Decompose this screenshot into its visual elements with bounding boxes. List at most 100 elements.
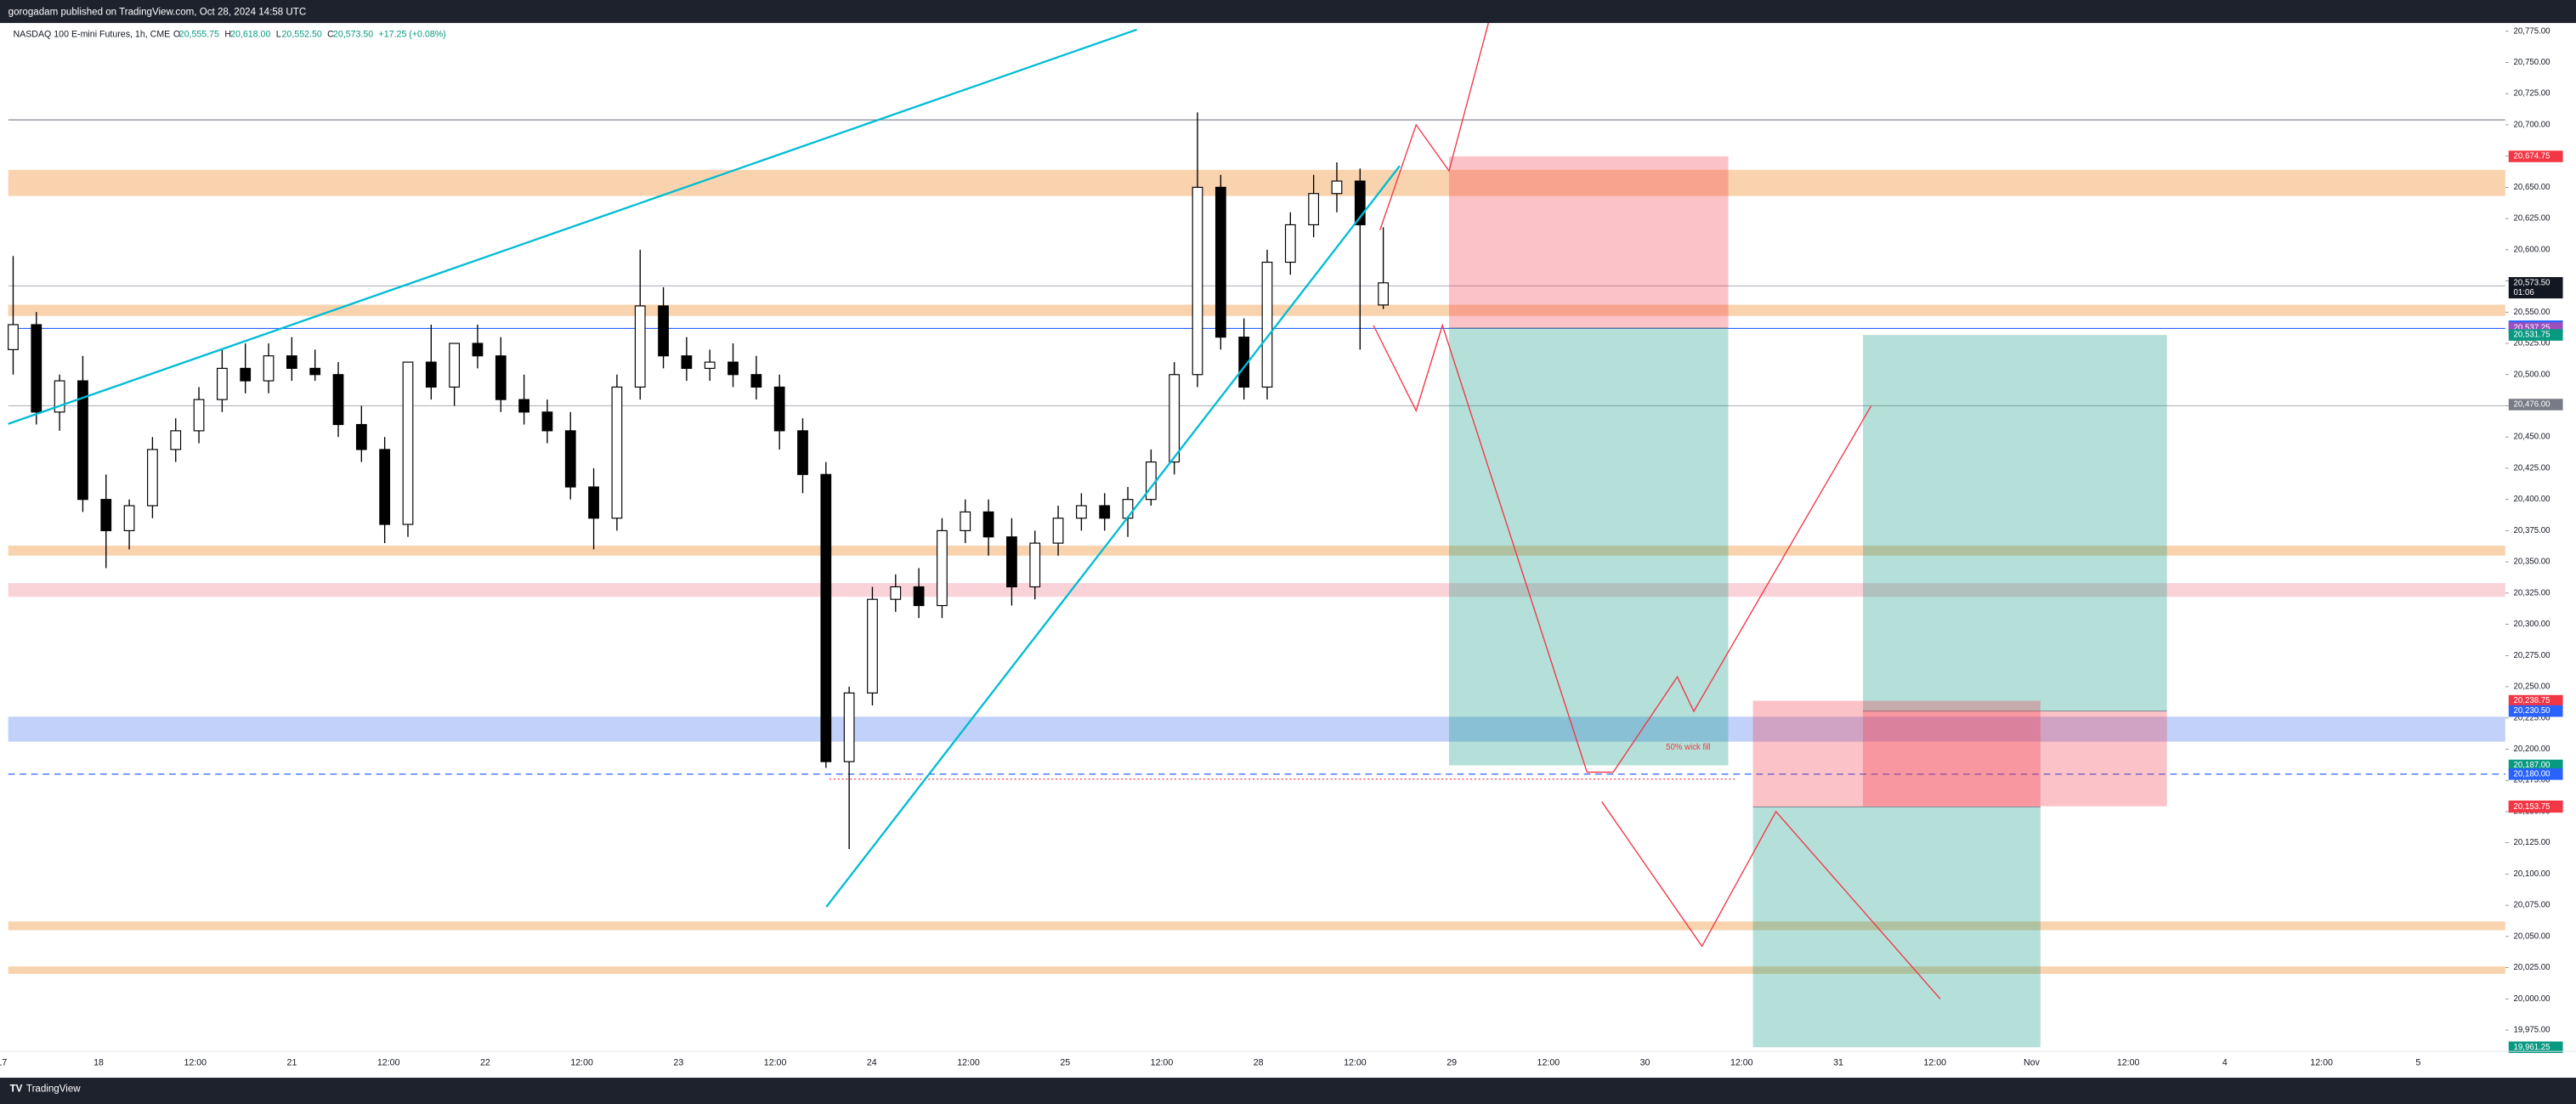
price-label-bg	[2508, 705, 2563, 717]
zone	[8, 716, 2505, 742]
candle-body	[240, 367, 252, 382]
logo: TV	[10, 1084, 23, 1095]
zone	[8, 583, 2505, 597]
price-label: 20,180.00	[2514, 769, 2551, 778]
candle-body	[1122, 499, 1134, 519]
price-label: 20,674.75	[2514, 152, 2551, 161]
candle-body	[1214, 186, 1226, 338]
y-tick-label: 20,775.00	[2514, 26, 2551, 36]
candle-body	[54, 380, 65, 413]
x-tick-label: 12:00	[377, 1057, 400, 1067]
price-label-bg	[2508, 150, 2563, 162]
projection-path	[1373, 323, 1872, 773]
y-tick-label: 20,400.00	[2514, 495, 2551, 504]
y-tick-label: 20,375.00	[2514, 526, 2551, 535]
x-tick-label: 21	[287, 1057, 297, 1067]
price-label: 20,573.50	[2514, 278, 2551, 287]
x-tick-label: 29	[1447, 1057, 1457, 1067]
candle-body	[286, 355, 297, 369]
x-tick-label: 12:00	[570, 1057, 593, 1067]
x-tick-label: 25	[1060, 1057, 1070, 1067]
candle-body	[797, 430, 808, 475]
candle-body	[379, 449, 391, 525]
zone	[8, 304, 2505, 316]
candle-body	[820, 473, 832, 762]
candle-body	[1354, 180, 1366, 226]
candle-body	[564, 430, 576, 488]
plot-area: 50% wick fill	[8, 112, 2505, 1048]
top-bar	[0, 0, 2576, 24]
y-tick-label: 20,100.00	[2514, 869, 2551, 879]
candle-body	[472, 343, 484, 357]
y-tick-label: 20,175.00	[2514, 776, 2551, 785]
countdown: 01:06	[2514, 288, 2534, 297]
candle-body	[1284, 224, 1296, 263]
ohlc-key: L	[276, 29, 281, 39]
ohlc-key: H	[224, 29, 231, 39]
ohlc-value: 20,552.50	[282, 29, 322, 39]
x-tick-label: 23	[673, 1057, 683, 1067]
x-tick-label: 12:00	[2117, 1057, 2140, 1067]
x-tick-label: 24	[867, 1057, 877, 1067]
candle-body	[982, 511, 994, 538]
y-tick-label: 20,225.00	[2514, 713, 2551, 722]
price-label-bg	[2508, 768, 2563, 780]
zone	[8, 966, 2505, 974]
y-tick-label: 20,200.00	[2514, 744, 2551, 754]
candle-body	[217, 367, 228, 400]
x-tick-label: 28	[1254, 1057, 1264, 1067]
x-tick-label: Nov	[2024, 1057, 2041, 1067]
candle-body	[31, 324, 42, 413]
candle-body	[193, 399, 205, 432]
price-label: 20,230.50	[2514, 706, 2551, 716]
projection-path	[1601, 801, 1941, 999]
y-tick-label: 20,600.00	[2514, 245, 2551, 254]
price-label-bg	[2508, 1041, 2563, 1053]
candle-body	[449, 343, 461, 388]
risk-box	[1752, 700, 2041, 807]
reward-box	[1448, 328, 1729, 766]
candle-body	[611, 386, 623, 519]
zone	[8, 169, 2505, 196]
x-tick-label: 18	[93, 1057, 104, 1067]
price-label: 20,476.00	[2514, 400, 2551, 410]
x-tick-label: 12:00	[1730, 1057, 1753, 1067]
ohlc-value: 20,573.50	[333, 29, 373, 39]
candle-body	[100, 499, 112, 531]
candle-body	[681, 355, 693, 369]
x-tick-label: 12:00	[1151, 1057, 1174, 1067]
change: +17.25 (+0.08%)	[379, 29, 446, 39]
price-label: 20,153.75	[2514, 802, 2551, 812]
y-tick-label: 20,550.00	[2514, 308, 2551, 317]
candle-body	[960, 511, 971, 531]
price-label: 20,187.00	[2514, 761, 2551, 770]
candle-body	[425, 361, 437, 388]
candle-body	[704, 361, 716, 369]
x-tick-label: 5	[2415, 1057, 2420, 1067]
brand: TradingView	[26, 1084, 81, 1095]
price-label-bg	[2508, 759, 2563, 772]
candle-body	[1076, 505, 1087, 519]
price-axis	[2505, 23, 2576, 1079]
candle-body	[890, 586, 902, 600]
zone	[8, 546, 2505, 556]
risk-box	[1448, 156, 1729, 329]
candle-body	[1169, 374, 1180, 463]
x-tick-label: 12:00	[184, 1057, 207, 1067]
candle-body	[147, 449, 158, 507]
y-tick-label: 20,125.00	[2514, 838, 2551, 847]
y-tick-label: 20,425.00	[2514, 463, 2551, 473]
publish-note: gorogadam published on TradingView.com, …	[8, 8, 307, 18]
candle-body	[355, 423, 367, 450]
y-tick-label: 20,750.00	[2514, 58, 2551, 67]
x-tick-label: 17	[0, 1057, 7, 1067]
y-tick-label: 20,450.00	[2514, 433, 2551, 442]
drawings	[8, 22, 1941, 999]
candle-body	[263, 355, 275, 382]
candle-body	[1006, 536, 1017, 588]
zone	[8, 921, 2505, 931]
candle-body	[518, 399, 529, 413]
risk-box	[1863, 711, 2167, 807]
candle-body	[1099, 505, 1111, 519]
candle-body	[588, 486, 599, 519]
